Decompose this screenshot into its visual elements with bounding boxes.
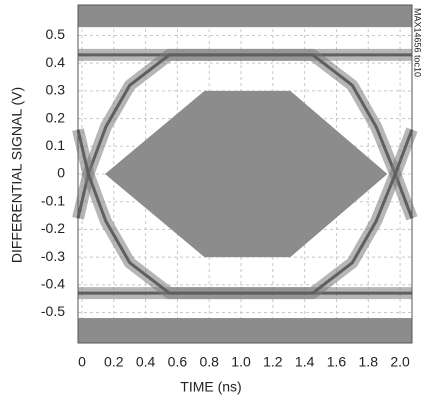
x-tick-label: 0.8 xyxy=(199,354,219,370)
x-tick-label: 1.0 xyxy=(231,354,251,370)
plot-frame xyxy=(77,4,413,344)
x-tick-label: 1.4 xyxy=(295,354,315,370)
y-tick-label: 0 xyxy=(57,165,65,181)
trace xyxy=(76,129,414,295)
x-tick-label: 0.6 xyxy=(168,354,188,370)
y-tick-label: -0.5 xyxy=(41,303,65,319)
y-axis-label: DIFFERENTIAL SIGNAL (V) xyxy=(9,87,25,263)
y-tick-label: 0.1 xyxy=(46,137,66,153)
y-tick-label: -0.4 xyxy=(41,276,65,292)
y-tick-label: 0.2 xyxy=(46,109,66,125)
x-tick-label: 1.2 xyxy=(263,354,283,370)
x-tick-label: 0.4 xyxy=(136,354,156,370)
x-tick-label: 2.0 xyxy=(390,354,410,370)
y-tick-label: -0.3 xyxy=(41,248,65,264)
y-tick-label: -0.2 xyxy=(41,220,65,236)
x-tick-label: 0.2 xyxy=(104,354,124,370)
trace xyxy=(76,53,414,219)
x-axis-label: TIME (ns) xyxy=(180,379,241,395)
y-tick-label: 0.4 xyxy=(46,54,66,70)
x-tick-label: 1.6 xyxy=(327,354,347,370)
eye-mask xyxy=(105,90,388,258)
y-tick-label: 0.5 xyxy=(46,26,66,42)
x-tick-label: 0 xyxy=(78,354,86,370)
y-tick-label: 0.3 xyxy=(46,82,66,98)
mask-band xyxy=(78,5,412,28)
mask-band xyxy=(78,318,412,343)
x-tick-label: 1.8 xyxy=(359,354,379,370)
y-tick-label: -0.1 xyxy=(41,192,65,208)
annotation: MAX14656 toc10 xyxy=(413,8,422,77)
